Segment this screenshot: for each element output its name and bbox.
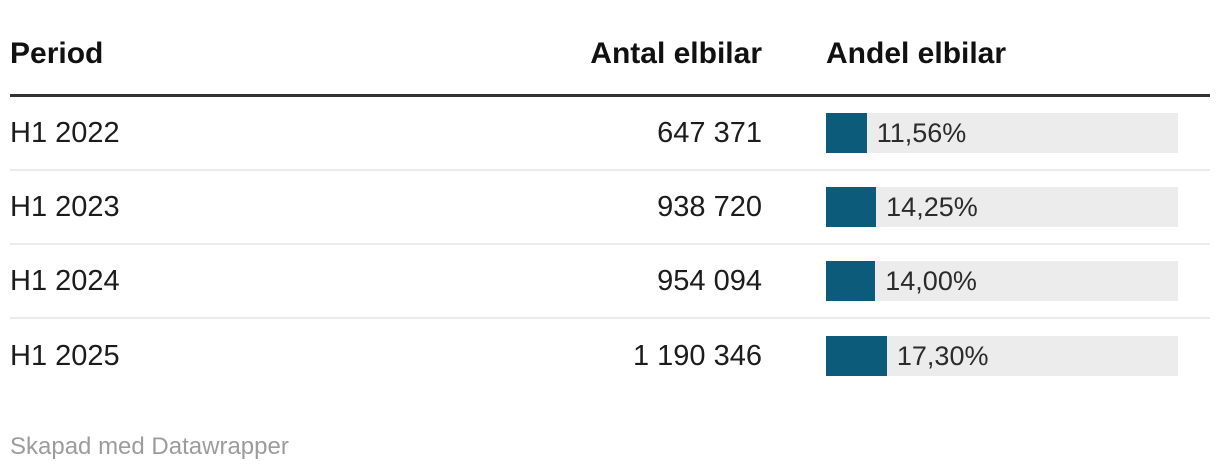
period-cell: H1 2022 [10,116,120,149]
bar-track: 17,30% [826,336,1178,376]
column-header-antal-elbilar: Antal elbilar [590,37,762,70]
andel-cell: 11,56% [826,113,1210,153]
antal-cell: 1 190 346 [632,339,762,372]
table-row: H1 2022 647 371 11,56% [10,97,1210,171]
table-row: H1 2025 1 190 346 17,30% [10,319,1210,393]
table-header-row: Period Antal elbilar Andel elbilar [10,0,1210,97]
bar-value-label: 11,56% [876,117,967,148]
column-header-andel-elbilar: Andel elbilar [826,37,1007,70]
column-header-period: Period [10,37,104,70]
bar-fill [826,113,867,153]
antal-cell: 938 720 [657,190,762,223]
period-cell: H1 2024 [10,264,120,297]
bar-fill [826,336,887,376]
period-cell: H1 2025 [10,339,120,372]
period-cell: H1 2023 [10,190,120,223]
table-row: H1 2023 938 720 14,25% [10,171,1210,245]
bar-value-label: 14,00% [885,265,977,296]
bar-fill [826,187,877,227]
bar-track: 14,25% [826,187,1178,227]
andel-cell: 17,30% [826,336,1210,376]
bar-fill [826,261,876,301]
antal-cell: 954 094 [657,264,762,297]
table-body: H1 2022 647 371 11,56% H1 2023 938 720 1… [10,97,1210,393]
bar-value-label: 14,25% [886,191,978,222]
bar-track: 14,00% [826,261,1178,301]
bar-track: 11,56% [826,113,1178,153]
bar-value-label: 17,30% [896,340,989,371]
antal-cell: 647 371 [657,116,762,149]
andel-cell: 14,00% [826,261,1210,301]
credit-line: Skapad med Datawrapper [10,433,289,460]
table-row: H1 2024 954 094 14,00% [10,245,1210,319]
andel-cell: 14,25% [826,187,1210,227]
